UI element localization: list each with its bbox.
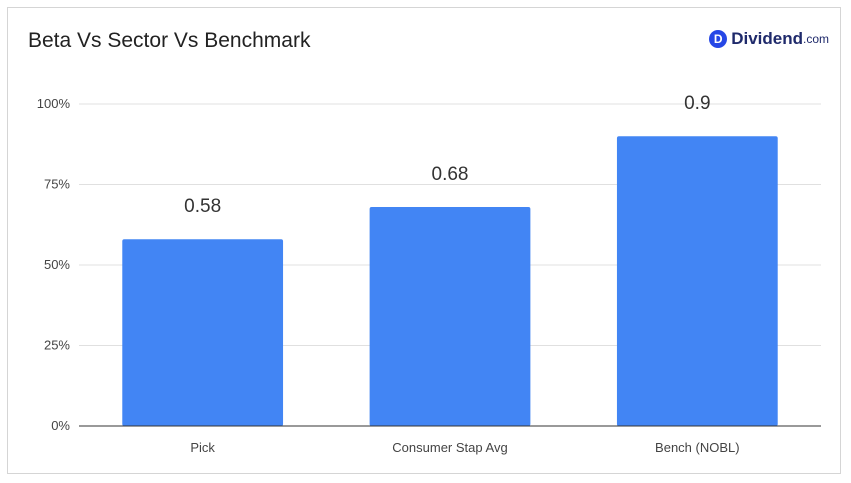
logo-wordmark: Dividend [731,29,803,48]
logo-domain-suffix: .com [802,32,829,46]
x-tick-label: Bench (NOBL) [655,440,740,455]
y-tick-label: 75% [44,177,70,192]
data-label: 0.58 [184,196,221,217]
x-tick-label: Pick [190,440,215,455]
y-tick-label: 100% [37,96,71,111]
chart-title: Beta Vs Sector Vs Benchmark [28,29,311,52]
y-tick-label: 25% [44,338,70,353]
data-label: 0.9 [684,93,710,114]
dividend-logo-icon: D [709,30,728,48]
y-tick-label: 50% [44,257,70,272]
bar [616,136,778,426]
y-tick-label: 0% [51,418,70,433]
bar [369,207,531,426]
dividend-logo[interactable]: D Dividend .com [709,29,829,49]
x-tick-label: Consumer Stap Avg [392,440,507,455]
bar [122,239,284,426]
data-label: 0.68 [432,164,469,185]
